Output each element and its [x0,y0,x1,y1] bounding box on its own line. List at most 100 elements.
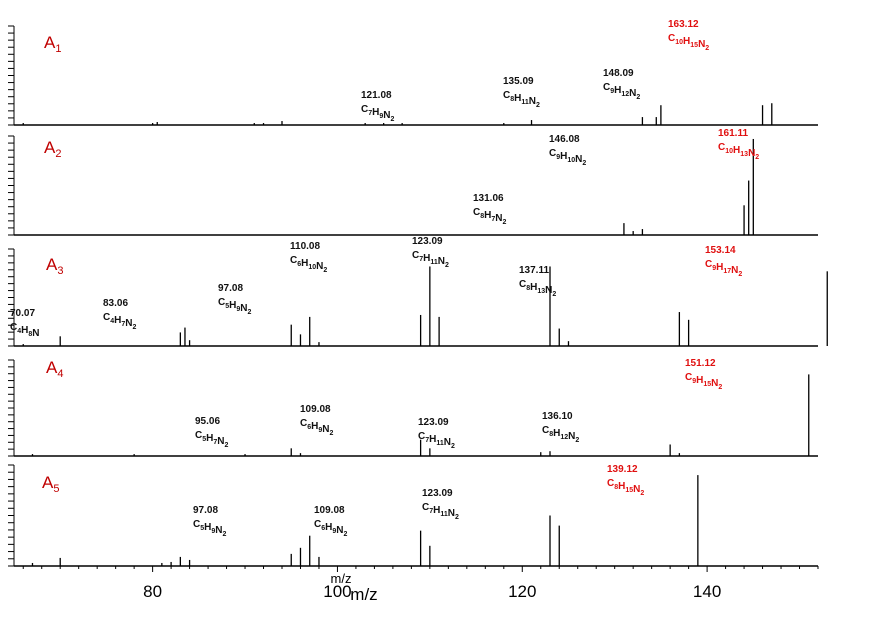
formula-subscript: 7 [429,508,433,515]
formula-subscript: 10 [725,148,733,155]
formula-element: C [685,372,692,383]
formula-element: H [114,315,121,326]
spectrum-panel-2: A2131.06C8H7N2146.08C9H10N2161.11C10H13N… [8,128,818,236]
x-tick-label: 100 [323,582,351,601]
peak-mz-label: 109.08 [314,505,345,516]
formula-element: H [21,325,28,336]
peak-mz-label: 136.10 [542,411,573,422]
formula-element: N [316,261,323,272]
formula-element: C [705,259,712,270]
peak-mz-label: 146.08 [549,134,580,145]
formula-subscript: 15 [703,381,711,388]
formula-element: C [473,207,480,218]
formula-element: C [718,142,725,153]
formula-subscript: 9 [610,88,614,95]
formula-element: H [301,258,308,269]
formula-subscript: 2 [503,219,507,226]
formula-subscript: 9 [379,113,383,120]
formula-subscript: 7 [419,256,423,263]
formula-element: H [204,522,211,533]
formula-subscript: 9 [236,306,240,313]
formula-subscript: 2 [552,291,556,298]
peak-formula-label: C6H9N2 [314,519,348,538]
peak-formula-label: C8H11N2 [503,90,540,109]
formula-element: N [217,436,224,447]
panel-label: A1 [44,33,61,55]
formula-element: H [484,210,491,221]
formula-element: C [10,322,17,333]
peak-mz-label: 109.08 [300,404,331,415]
formula-subscript: 2 [575,437,579,444]
peak-formula-label: C7H11N2 [418,431,455,450]
formula-element: N [748,148,755,159]
formula-subscript: 11 [521,99,529,106]
peak-mz-label: 123.09 [412,236,443,247]
formula-subscript: 7 [425,437,429,444]
peak-formula-label: C9H15N2 [685,372,722,391]
x-axis-label-small: m/z [331,571,352,586]
formula-subscript: 2 [455,514,459,521]
formula-subscript: 7 [491,216,495,223]
formula-subscript: 8 [510,96,514,103]
peak-formula-label: C9H17N2 [705,259,742,278]
peak-formula-label: C8H12N2 [542,425,579,444]
x-tick-label: 80 [143,582,162,601]
formula-subscript: 9 [332,528,336,535]
formula-subscript: 9 [556,154,560,161]
formula-subscript: 8 [526,285,530,292]
formula-subscript: 12 [621,91,629,98]
formula-subscript: 15 [690,42,698,49]
formula-element: N [545,285,552,296]
formula-subscript: 2 [391,116,395,123]
formula-element: N [438,256,445,267]
peak-mz-label: 137.11 [519,265,549,276]
formula-element: C [412,250,419,261]
peak-mz-label: 83.06 [103,298,128,309]
formula-element: N [568,431,575,442]
formula-element: N [711,378,718,389]
spectrum-panel-5: A597.08C5H9N2109.08C6H9N2123.09C7H11N213… [8,464,818,567]
formula-subscript: 8 [614,484,618,491]
formula-subscript: 2 [323,267,327,274]
peak-formula-label: C8H7N2 [473,207,507,226]
peak-formula-label: C7H11N2 [422,502,459,521]
formula-element: H [206,433,213,444]
formula-subscript: 9 [712,265,716,272]
formula-element: N [215,525,222,536]
formula-element: C [418,431,425,442]
panel-label: A4 [46,358,63,380]
peak-formula-label: C9H10N2 [549,148,586,167]
formula-subscript: 9 [318,427,322,434]
formula-element: C [103,312,110,323]
peak-mz-label: 131.06 [473,193,504,204]
peak-formula-label: C9H12N2 [603,82,640,101]
formula-element: N [731,265,738,276]
formula-subscript: 7 [213,439,217,446]
panel-label: A2 [44,138,61,160]
formula-element: H [716,262,723,273]
formula-element: C [195,430,202,441]
formula-element: N [383,110,390,121]
peak-formula-label: C4H8N [10,322,40,339]
formula-subscript: 7 [121,321,125,328]
formula-element: C [603,82,610,93]
formula-element: H [372,107,379,118]
peak-mz-label: 153.14 [705,245,736,256]
formula-element: N [448,508,455,519]
x-tick-label: 120 [508,582,536,601]
formula-subscript: 11 [440,511,448,518]
peak-formula-label: C10H15N2 [668,33,709,52]
formula-element: C [361,104,368,115]
peak-mz-label: 148.09 [603,68,634,79]
peak-formula-label: C6H10N2 [290,255,327,274]
formula-subscript: 2 [330,430,334,437]
formula-subscript: 2 [223,531,227,538]
x-axis-label: m/z [350,585,377,604]
formula-element: C [503,90,510,101]
spectrum-panel-1: A1121.08C7H9N2135.09C8H11N2148.09C9H12N2… [8,19,818,126]
spectrum-panel-4: A495.06C5H7N2109.08C6H9N2123.09C7H11N213… [8,358,818,457]
formula-element: C [218,297,225,308]
formula-subscript: 9 [692,378,696,385]
formula-element: C [542,425,549,436]
peak-formula-label: C5H7N2 [195,430,229,449]
